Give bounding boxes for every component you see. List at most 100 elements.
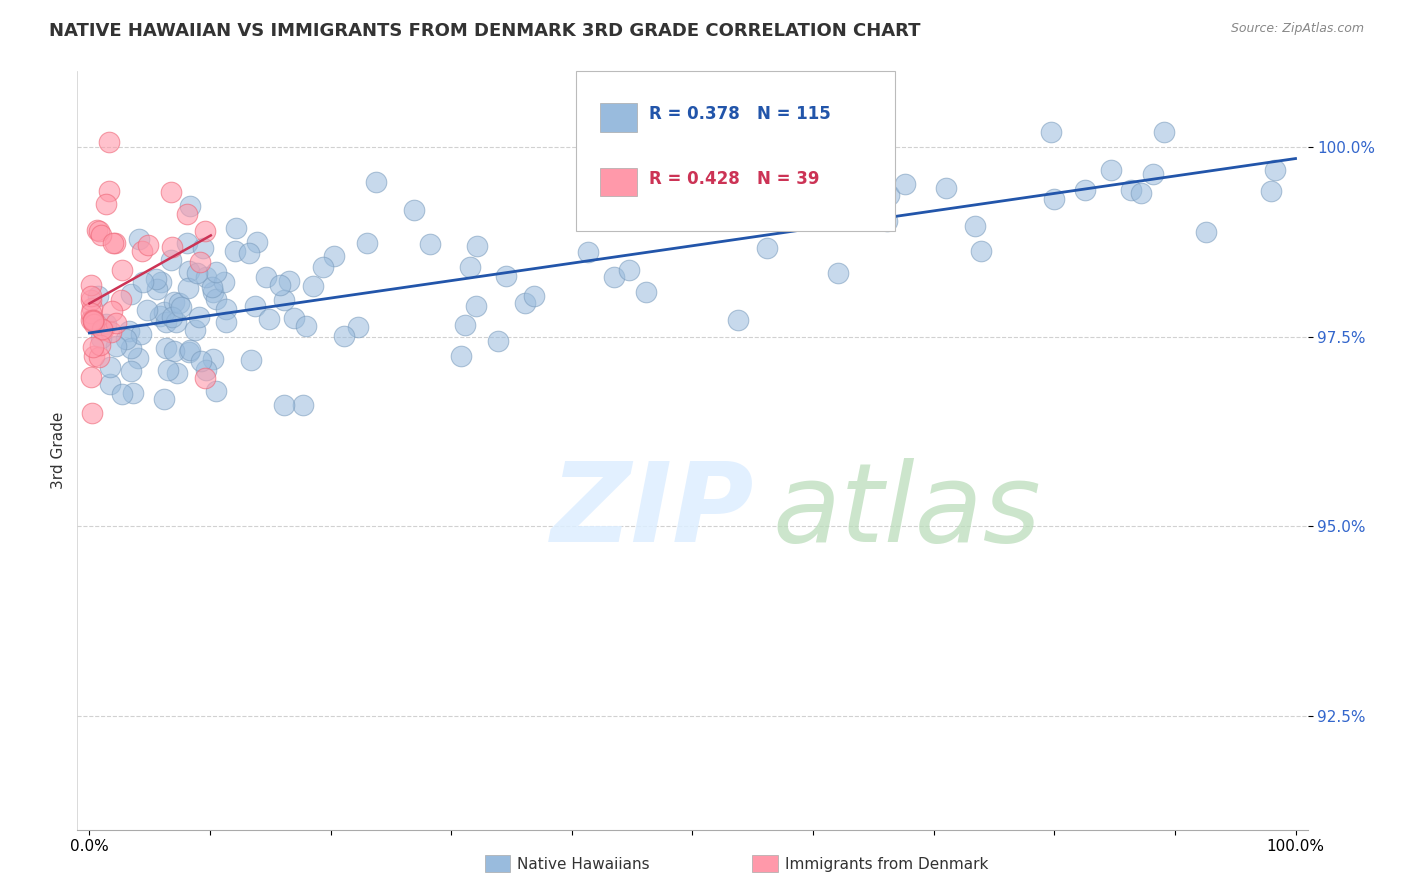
Point	[634, 285, 657, 299]
Point	[1260, 184, 1282, 198]
Point	[576, 244, 599, 259]
Point	[131, 244, 153, 259]
Point	[96, 318, 118, 332]
Point	[246, 235, 269, 249]
Point	[104, 316, 127, 330]
Point	[827, 266, 849, 280]
Point	[177, 264, 200, 278]
Point	[179, 343, 201, 358]
Point	[150, 275, 173, 289]
Point	[458, 260, 481, 275]
Point	[257, 312, 280, 326]
Point	[515, 295, 537, 310]
Text: Native Hawaiians: Native Hawaiians	[517, 857, 650, 871]
Point	[157, 362, 180, 376]
Point	[79, 277, 101, 292]
Point	[215, 315, 238, 329]
Point	[160, 310, 183, 325]
Point	[224, 244, 246, 259]
Point	[176, 281, 198, 295]
Point	[87, 224, 110, 238]
Point	[170, 301, 193, 315]
Point	[153, 305, 176, 319]
Point	[273, 293, 295, 307]
Point	[969, 244, 991, 258]
Point	[205, 292, 228, 306]
Point	[120, 341, 142, 355]
Point	[291, 398, 314, 412]
Point	[96, 196, 118, 211]
Point	[186, 266, 208, 280]
Point	[278, 274, 301, 288]
Point	[323, 249, 346, 263]
Point	[128, 232, 150, 246]
Point	[183, 323, 205, 337]
Point	[404, 202, 426, 217]
Point	[195, 363, 218, 377]
Point	[1153, 125, 1175, 139]
Point	[935, 181, 957, 195]
Point	[603, 270, 626, 285]
Point	[238, 245, 260, 260]
Point	[1195, 225, 1218, 239]
Point	[98, 377, 121, 392]
Point	[111, 263, 134, 277]
Point	[90, 331, 112, 345]
Point	[160, 240, 183, 254]
Point	[190, 255, 212, 269]
Point	[1042, 192, 1064, 206]
Point	[283, 310, 305, 325]
Point	[1142, 167, 1164, 181]
Point	[876, 214, 898, 228]
Text: Immigrants from Denmark: Immigrants from Denmark	[785, 857, 988, 871]
Text: R = 0.378   N = 115: R = 0.378 N = 115	[650, 105, 831, 123]
Text: Source: ZipAtlas.com: Source: ZipAtlas.com	[1230, 22, 1364, 36]
Point	[98, 359, 121, 374]
Point	[453, 318, 475, 332]
Point	[450, 349, 472, 363]
Point	[188, 310, 211, 324]
Point	[90, 227, 112, 242]
Point	[155, 342, 177, 356]
Point	[727, 313, 749, 327]
Point	[145, 271, 167, 285]
Point	[523, 289, 546, 303]
Point	[166, 366, 188, 380]
Point	[201, 352, 224, 367]
Point	[835, 204, 858, 219]
Point	[195, 270, 218, 285]
Point	[1119, 183, 1142, 197]
Point	[193, 241, 215, 255]
Point	[495, 268, 517, 283]
Point	[963, 219, 986, 233]
Point	[86, 223, 108, 237]
Point	[163, 343, 186, 358]
Point	[101, 235, 124, 250]
Point	[179, 345, 201, 359]
Point	[129, 326, 152, 341]
Point	[82, 312, 104, 326]
Point	[80, 406, 103, 420]
Point	[82, 313, 104, 327]
Point	[179, 199, 201, 213]
Point	[155, 315, 177, 329]
Point	[118, 324, 141, 338]
Point	[465, 239, 488, 253]
Point	[83, 349, 105, 363]
Text: NATIVE HAWAIIAN VS IMMIGRANTS FROM DENMARK 3RD GRADE CORRELATION CHART: NATIVE HAWAIIAN VS IMMIGRANTS FROM DENMA…	[49, 22, 921, 40]
Point	[91, 323, 114, 337]
Point	[176, 207, 198, 221]
Point	[225, 221, 247, 235]
Point	[160, 185, 183, 199]
Point	[82, 340, 104, 354]
Point	[83, 317, 105, 331]
Bar	[600, 103, 637, 132]
Point	[87, 351, 110, 365]
Point	[488, 334, 510, 348]
Point	[104, 235, 127, 250]
Point	[176, 235, 198, 250]
Point	[273, 398, 295, 412]
Point	[100, 326, 122, 340]
Point	[115, 332, 138, 346]
Point	[89, 338, 111, 352]
